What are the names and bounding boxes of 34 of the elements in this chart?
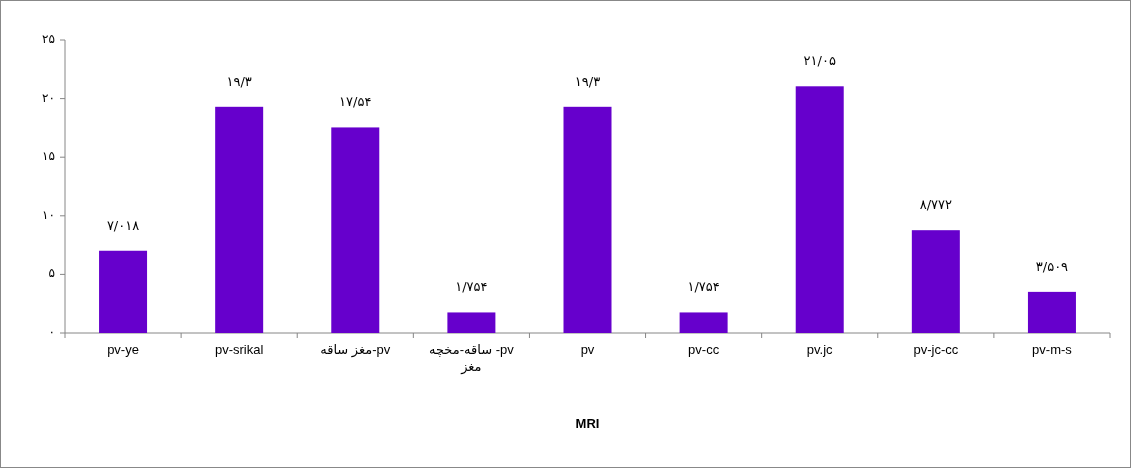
x-tick-label: pv-cc bbox=[687, 341, 721, 358]
bar bbox=[679, 312, 728, 333]
data-label: ۱/۷۵۴ bbox=[686, 278, 721, 296]
bar bbox=[215, 106, 264, 333]
x-tick-label: مغز ساقه-pv bbox=[319, 341, 392, 358]
bar bbox=[447, 312, 496, 333]
x-tick-label: ساقه-مخچه -pv مغز bbox=[428, 341, 515, 375]
y-tick-label: ۵ bbox=[47, 265, 55, 283]
y-tick-label: ۲۰ bbox=[41, 89, 55, 107]
x-tick-label: pv bbox=[579, 341, 596, 358]
data-label: ۳/۵۰۹ bbox=[1034, 257, 1070, 275]
bar bbox=[331, 127, 380, 333]
x-tick-label: pv-ye bbox=[106, 341, 140, 358]
data-label: ۷/۰۱۸ bbox=[105, 216, 141, 234]
data-label: ۲۱/۰۵ bbox=[802, 52, 837, 70]
x-tick-label: pv.jc bbox=[805, 341, 834, 358]
data-label: ۱۷/۵۴ bbox=[338, 93, 373, 111]
bar bbox=[1027, 291, 1076, 333]
bar bbox=[563, 106, 612, 333]
data-label: ۱۹/۳ bbox=[573, 72, 602, 90]
y-tick-label: ۰ bbox=[47, 324, 55, 341]
data-label: ۸/۷۷۲ bbox=[918, 196, 953, 214]
y-tick-label: ۱۵ bbox=[41, 148, 55, 166]
y-tick-label: ۲۵ bbox=[41, 31, 55, 48]
bar bbox=[99, 250, 148, 333]
x-axis-title: MRI bbox=[574, 415, 601, 432]
data-label: ۱۹/۳ bbox=[225, 72, 253, 90]
x-tick-label: pv-m-s bbox=[1031, 341, 1073, 358]
data-label: ۱/۷۵۴ bbox=[454, 278, 489, 296]
x-tick-label: pv-jc-cc bbox=[912, 341, 960, 358]
y-tick-label: ۱۰ bbox=[41, 206, 55, 224]
x-tick-label: pv-srikal bbox=[213, 341, 265, 358]
bar bbox=[795, 86, 844, 333]
bar bbox=[911, 230, 960, 333]
